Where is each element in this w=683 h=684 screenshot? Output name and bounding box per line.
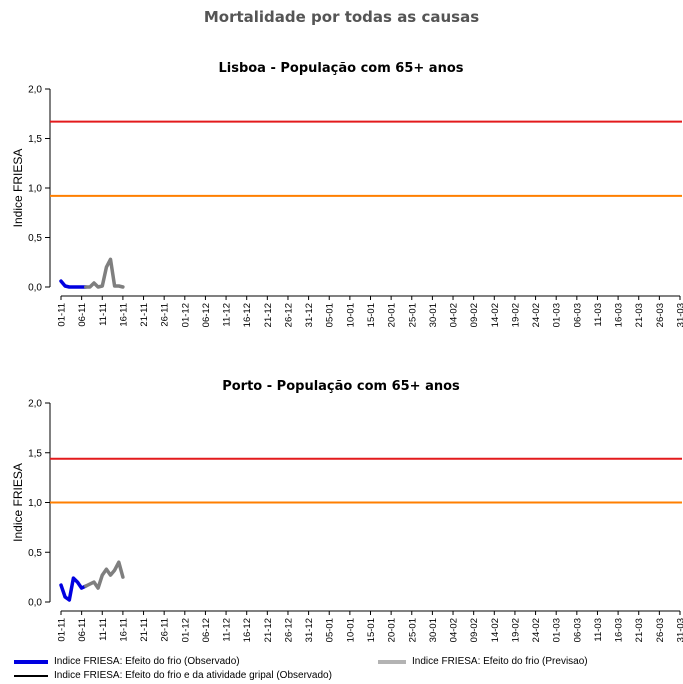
x-tick-label: 11-12	[222, 618, 233, 642]
x-tick-label: 26-11	[160, 303, 171, 327]
y-tick-label: 0,0	[28, 598, 42, 609]
x-tick-label: 15-01	[366, 618, 377, 642]
y-axis-label: Indice FRIESA	[11, 149, 25, 228]
x-tick-label: 20-01	[387, 303, 398, 327]
x-tick-label: 19-02	[510, 303, 521, 327]
legend-swatch-flu-observed	[14, 674, 48, 677]
x-tick-label: 16-03	[614, 303, 625, 327]
x-tick-label: 06-11	[77, 618, 88, 642]
x-tick-label: 11-03	[593, 618, 604, 642]
y-tick-label: 2,0	[28, 399, 42, 410]
legend-item-forecast: Indice FRIESA: Efeito do frio (Previsao)	[378, 656, 588, 667]
x-tick-label: 26-12	[283, 303, 294, 327]
x-tick-label: 01-11	[57, 618, 68, 642]
x-tick-label: 16-12	[242, 303, 253, 327]
legend-label-observed: Indice FRIESA: Efeito do frio (Observado…	[54, 656, 240, 667]
y-tick-label: 0,5	[28, 548, 42, 559]
series-line-observed	[59, 279, 88, 289]
legend-item-observed: Indice FRIESA: Efeito do frio (Observado…	[14, 656, 240, 667]
x-tick-label: 31-12	[304, 618, 315, 642]
y-tick-label: 0,0	[28, 283, 42, 294]
legend-label-flu-observed: Indice FRIESA: Efeito do frio e da ativi…	[54, 670, 332, 681]
x-tick-label: 15-01	[366, 303, 377, 327]
legend-label-forecast: Indice FRIESA: Efeito do frio (Previsao)	[412, 656, 588, 667]
x-tick-label: 06-12	[201, 303, 212, 327]
x-tick-label: 31-12	[304, 303, 315, 327]
x-tick-label: 16-11	[118, 618, 129, 642]
x-tick-label: 06-03	[572, 618, 583, 642]
x-tick-label: 30-01	[428, 303, 439, 327]
x-tick-label: 06-11	[77, 303, 88, 327]
x-tick-label: 31-03	[676, 303, 683, 327]
x-tick-label: 25-01	[407, 618, 418, 642]
x-tick-label: 21-12	[263, 303, 274, 327]
legend-swatch-observed	[14, 659, 48, 664]
y-tick-label: 1,0	[28, 184, 42, 195]
x-tick-label: 10-01	[345, 618, 356, 642]
x-tick-label: 01-12	[180, 618, 191, 642]
x-tick-label: 01-12	[180, 303, 191, 327]
series-line-observed	[59, 576, 88, 602]
y-tick-label: 1,5	[28, 448, 42, 459]
x-tick-label: 09-02	[469, 303, 480, 327]
x-tick-label: 11-03	[593, 303, 604, 327]
x-tick-label: 01-03	[552, 303, 563, 327]
x-tick-label: 26-11	[160, 618, 171, 642]
x-tick-label: 24-02	[531, 303, 542, 327]
x-tick-label: 16-11	[118, 303, 129, 327]
y-tick-label: 2,0	[28, 85, 42, 96]
x-tick-label: 11-11	[98, 303, 109, 326]
x-tick-label: 10-01	[345, 303, 356, 327]
x-tick-label: 04-02	[449, 303, 460, 327]
x-tick-label: 14-02	[490, 303, 501, 327]
y-axis-label: Indice FRIESA	[11, 463, 25, 542]
x-tick-label: 21-11	[139, 618, 150, 642]
x-tick-label: 06-12	[201, 618, 212, 642]
x-tick-label: 05-01	[325, 618, 336, 642]
legend-item-flu-observed: Indice FRIESA: Efeito do frio e da ativi…	[14, 670, 332, 681]
chart-panel-2: Porto - População com 65+ anos Indice FRI…	[11, 379, 683, 642]
x-tick-label: 19-02	[510, 618, 521, 642]
x-tick-label: 11-11	[98, 618, 109, 641]
x-tick-label: 01-03	[552, 618, 563, 642]
x-tick-label: 06-03	[572, 303, 583, 327]
chart-title: Porto - População com 65+ anos	[222, 379, 460, 394]
chart-panel-1: Lisboa - População com 65+ anos Indice FR…	[11, 61, 683, 327]
x-tick-label: 21-11	[139, 303, 150, 327]
x-tick-label: 21-03	[634, 618, 645, 642]
page-title: Mortalidade por todas as causas	[203, 8, 480, 26]
x-tick-label: 30-01	[428, 618, 439, 642]
y-tick-label: 1,5	[28, 134, 42, 145]
x-tick-label: 21-12	[263, 618, 274, 642]
x-tick-label: 26-12	[283, 618, 294, 642]
series-line-forecast	[84, 560, 125, 590]
x-tick-label: 26-03	[655, 303, 666, 327]
x-tick-label: 11-12	[222, 303, 233, 327]
legend-swatch-forecast	[378, 659, 406, 664]
x-tick-label: 14-02	[490, 618, 501, 642]
x-tick-label: 16-12	[242, 618, 253, 642]
x-tick-label: 09-02	[469, 618, 480, 642]
series-line-forecast	[84, 257, 125, 289]
x-tick-label: 04-02	[449, 618, 460, 642]
x-tick-label: 01-11	[57, 303, 68, 327]
y-tick-label: 1,0	[28, 498, 42, 509]
x-tick-label: 16-03	[614, 618, 625, 642]
x-tick-label: 20-01	[387, 618, 398, 642]
x-tick-label: 21-03	[634, 303, 645, 327]
y-tick-label: 0,5	[28, 233, 42, 244]
x-tick-label: 05-01	[325, 303, 336, 327]
chart-title: Lisboa - População com 65+ anos	[218, 61, 463, 76]
x-tick-label: 24-02	[531, 618, 542, 642]
x-tick-label: 31-03	[676, 618, 683, 642]
x-tick-label: 26-03	[655, 618, 666, 642]
x-tick-label: 25-01	[407, 303, 418, 327]
